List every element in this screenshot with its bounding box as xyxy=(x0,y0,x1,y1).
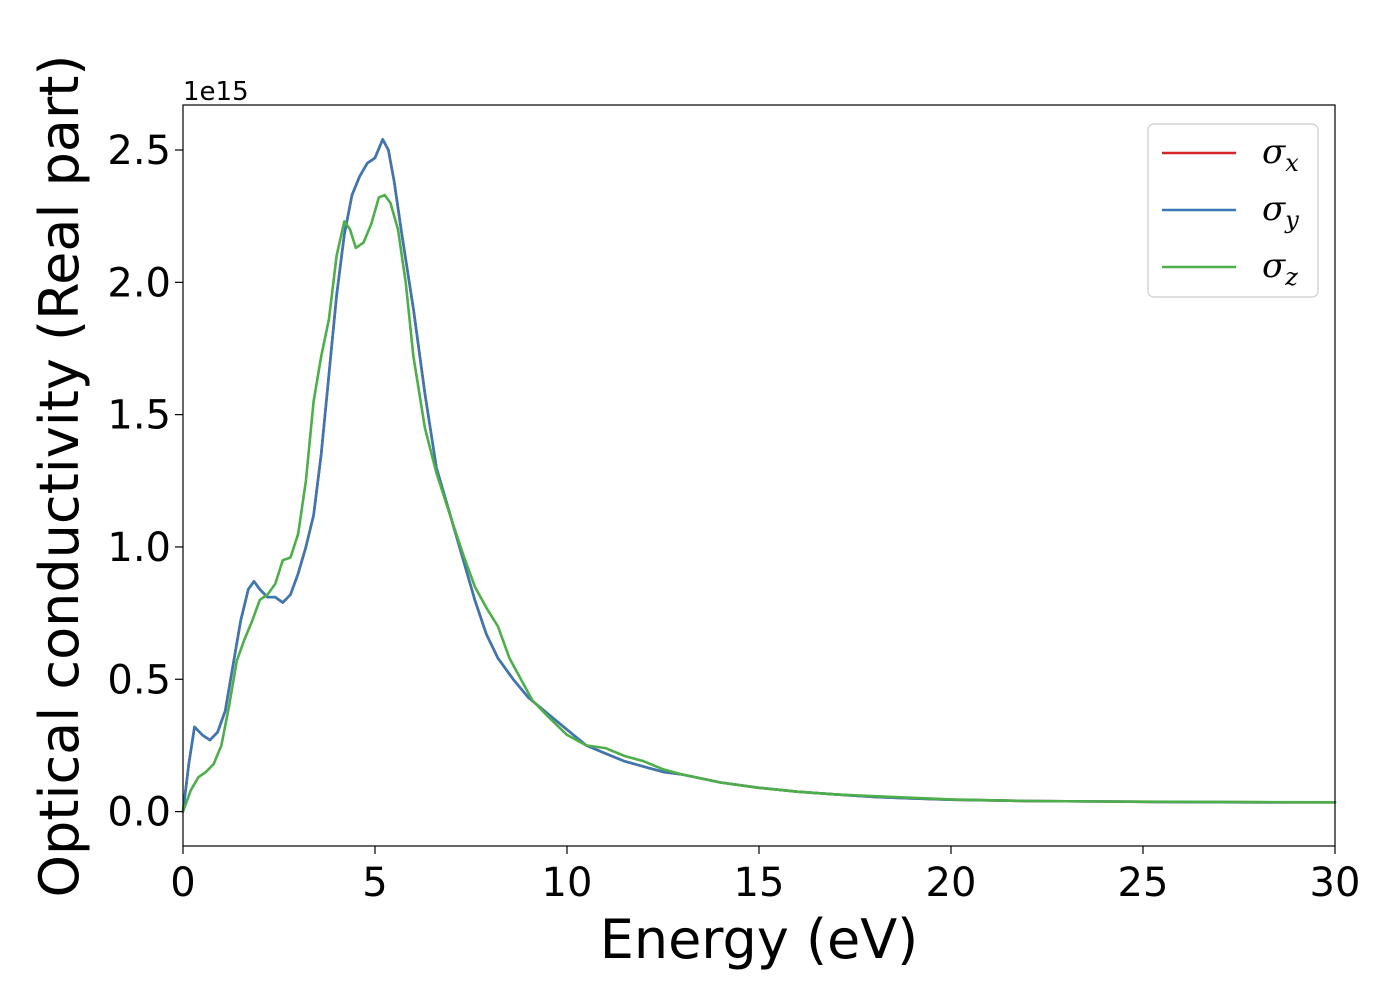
x-axis-ticks: 0 5 10 15 20 25 30 xyxy=(170,846,1360,906)
series-layer xyxy=(181,138,1337,813)
y-tick-label: 1.0 xyxy=(107,525,171,571)
y-tick-label: 1.5 xyxy=(107,393,171,439)
x-axis-label: Energy (eV) xyxy=(600,908,919,971)
y-tick-label: 2.0 xyxy=(107,260,171,306)
y-tick-label: 0.0 xyxy=(107,790,171,836)
x-tick-label: 20 xyxy=(926,860,977,906)
y-offset-label: 1e15 xyxy=(183,77,249,107)
x-tick-label: 0 xyxy=(170,860,195,906)
x-tick-label: 15 xyxy=(734,860,785,906)
y-axis-ticks: 0.0 0.5 1.0 1.5 2.0 2.5 xyxy=(107,128,183,836)
x-tick-label: 25 xyxy=(1118,860,1169,906)
y-tick-label: 0.5 xyxy=(107,657,171,703)
y-tick-label: 2.5 xyxy=(107,128,171,174)
series-line-z xyxy=(181,193,1337,813)
x-tick-label: 30 xyxy=(1310,860,1361,906)
x-tick-label: 10 xyxy=(542,860,593,906)
x-tick-label: 5 xyxy=(362,860,387,906)
y-axis-label: Optical conductivity (Real part) xyxy=(28,55,91,898)
